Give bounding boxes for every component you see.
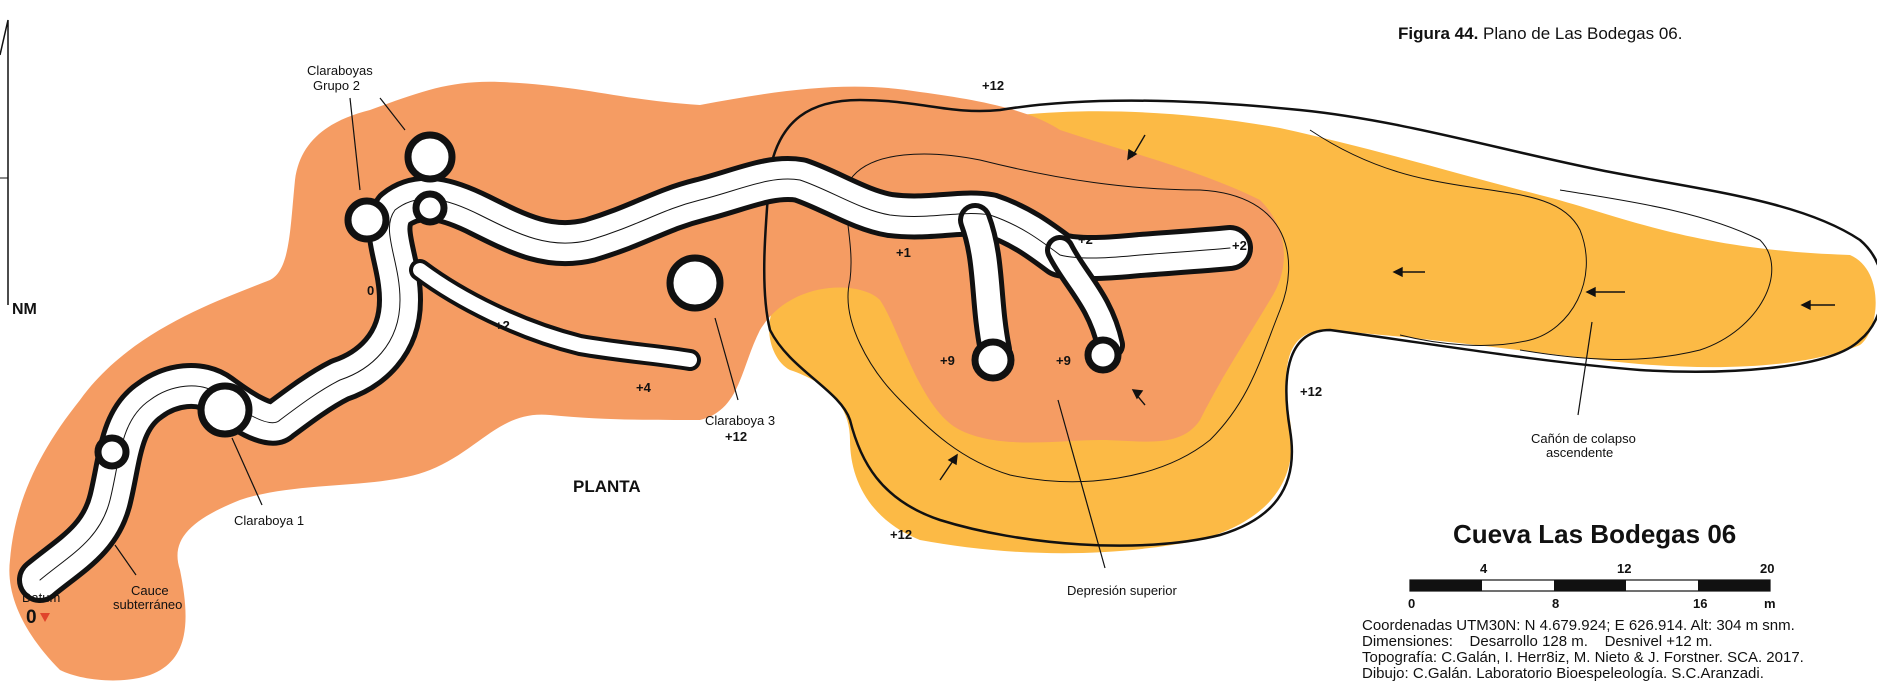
elev-c3: +12 [725, 429, 747, 444]
scale-tick-20: 20 [1760, 561, 1774, 576]
scale-unit: m [1764, 596, 1776, 611]
elev-p9a: +9 [940, 353, 955, 368]
leader-lines [114, 97, 1593, 576]
label-canon-1: Cañón de colapso [1531, 431, 1636, 446]
scale-tick-16: 16 [1693, 596, 1707, 611]
north-arrow [0, 19, 9, 305]
skylight-claraboya-1 [197, 382, 253, 438]
scale-tick-12: 12 [1617, 561, 1631, 576]
inner-contour-1 [845, 153, 1290, 483]
skylight-small-left [94, 434, 130, 470]
elev-p2b: +2 [1078, 232, 1093, 247]
elev-p9b: +9 [1056, 353, 1071, 368]
elev-p4: +4 [636, 380, 652, 395]
skylight-group2-a [344, 197, 390, 243]
skylight-group2-c [412, 190, 448, 226]
skylights [94, 131, 1122, 470]
skylight-group2-b [404, 131, 456, 183]
label-claraboyas-g2-1: Claraboyas [307, 63, 373, 78]
label-cauce-2: subterráneo [113, 597, 182, 612]
info-coords: Coordenadas UTM30N: N 4.679.924; E 626.9… [1362, 617, 1795, 634]
cave-passage [17, 156, 1253, 603]
inner-contour-3 [1519, 189, 1773, 360]
view-label: PLANTA [573, 477, 641, 496]
elev-right: +12 [1300, 384, 1322, 399]
info-block: Coordenadas UTM30N: N 4.679.924; E 626.9… [1362, 618, 1804, 682]
label-datum: Datum [22, 590, 60, 605]
cave-title: Cueva Las Bodegas 06 [1453, 519, 1737, 549]
inner-contour-2 [1309, 129, 1587, 346]
elev-top: +12 [982, 78, 1004, 93]
scale-tick-4: 4 [1480, 561, 1488, 576]
scale-tick-0: 0 [1408, 596, 1415, 611]
label-datum-value: 0 [26, 607, 37, 628]
label-canon-2: ascendente [1546, 445, 1613, 460]
elev-bottom: +12 [890, 527, 912, 542]
elev-p1: +1 [896, 245, 911, 260]
north-label: NM [12, 301, 37, 318]
figure-caption: Figura 44. Plano de Las Bodegas 06. [1398, 24, 1682, 44]
label-claraboyas-g2-2: Grupo 2 [313, 78, 360, 93]
datum-marker [40, 613, 50, 622]
skylight-claraboya-3 [666, 254, 724, 312]
scale-bar [1409, 579, 1771, 592]
slope-arrows [939, 134, 1835, 481]
info-topo: Topografía: C.Galán, I. Herr8iz, M. Niet… [1362, 649, 1804, 666]
info-dims: Dimensiones: Desarrollo 128 m. Desnivel … [1362, 633, 1713, 650]
elev-p2a: +2 [495, 318, 510, 333]
skylight-p9-left [971, 338, 1015, 382]
outer-contour [763, 98, 1877, 547]
elev-p2c: +2 [1232, 238, 1247, 253]
skylight-p9-right [1084, 336, 1122, 374]
scale-tick-8: 8 [1552, 596, 1559, 611]
label-claraboya-3: Claraboya 3 [705, 413, 775, 428]
figure-label: Figura 44. [1398, 24, 1479, 43]
elev-zero: 0 [367, 283, 374, 298]
label-claraboya-1: Claraboya 1 [234, 513, 304, 528]
figure-caption-text: Plano de Las Bodegas 06. [1483, 24, 1683, 43]
info-drawing: Dibujo: C.Galán. Laboratorio Bioespeleol… [1362, 665, 1764, 682]
label-cauce-1: Cauce [131, 583, 169, 598]
label-depresion: Depresión superior [1067, 583, 1178, 598]
